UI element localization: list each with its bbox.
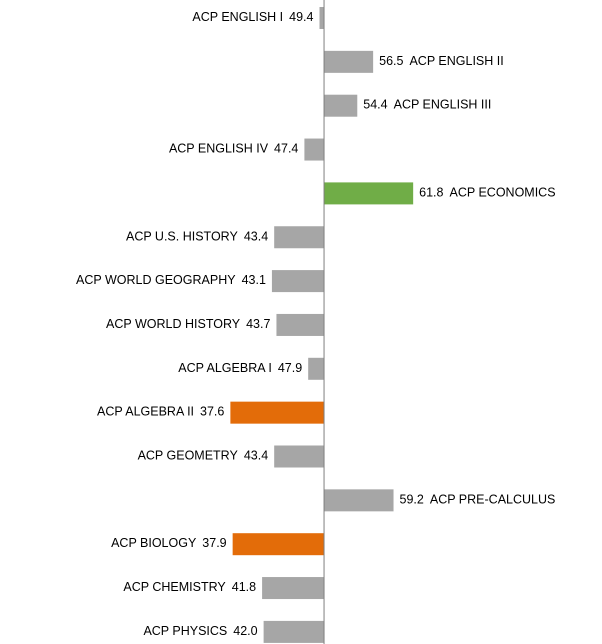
category-label: ACP PHYSICS <box>143 624 227 638</box>
bar-label: 54.4 ACP ENGLISH III <box>363 98 491 112</box>
bar-label: 59.2 ACP PRE-CALCULUS <box>400 493 556 507</box>
bar <box>230 401 325 424</box>
value-label: 47.9 <box>278 361 302 375</box>
bar-label: ACP PHYSICS 42.0 <box>143 624 257 638</box>
bar-label: 61.8 ACP ECONOMICS <box>419 186 555 200</box>
bar <box>324 182 414 205</box>
bar <box>324 50 374 73</box>
bar <box>274 445 325 468</box>
bar <box>271 270 325 293</box>
value-label: 42.0 <box>233 624 257 638</box>
bar <box>276 313 325 336</box>
category-label: ACP CHEMISTRY <box>123 580 226 594</box>
bar-label: ACP U.S. HISTORY 43.4 <box>126 230 268 244</box>
value-label: 59.2 <box>400 493 424 507</box>
bar <box>304 138 325 161</box>
bar <box>308 357 325 380</box>
value-label: 37.6 <box>200 405 224 419</box>
bar-label: ACP ALGEBRA I 47.9 <box>178 361 302 375</box>
category-label: ACP GEOMETRY <box>138 449 239 463</box>
category-label: ACP ECONOMICS <box>450 186 556 200</box>
value-label: 56.5 <box>379 54 403 68</box>
category-label: ACP ALGEBRA I <box>178 361 272 375</box>
category-label: ACP WORLD HISTORY <box>106 317 241 331</box>
category-label: ACP ENGLISH IV <box>169 142 269 156</box>
bar-label: ACP ALGEBRA II 37.6 <box>97 405 224 419</box>
bar <box>274 226 325 249</box>
value-label: 54.4 <box>363 98 387 112</box>
bar-label: ACP BIOLOGY 37.9 <box>111 536 227 550</box>
bar-label: ACP GEOMETRY 43.4 <box>138 449 269 463</box>
value-label: 47.4 <box>274 142 298 156</box>
value-label: 43.7 <box>246 317 270 331</box>
category-label: ACP ENGLISH III <box>394 98 492 112</box>
category-label: ACP WORLD GEOGRAPHY <box>76 273 236 287</box>
bar <box>324 489 394 512</box>
value-label: 37.9 <box>202 536 226 550</box>
bar-label: ACP CHEMISTRY 41.8 <box>123 580 256 594</box>
bar-label: 56.5 ACP ENGLISH II <box>379 54 504 68</box>
value-label: 43.1 <box>242 273 266 287</box>
value-label: 41.8 <box>232 580 256 594</box>
bar-label: ACP ENGLISH I 49.4 <box>192 10 313 24</box>
bar-label: ACP ENGLISH IV 47.4 <box>169 142 298 156</box>
category-label: ACP U.S. HISTORY <box>126 230 239 244</box>
value-label: 43.4 <box>244 449 268 463</box>
bar <box>319 7 325 29</box>
category-label: ACP ENGLISH II <box>409 54 503 68</box>
bar <box>232 533 325 556</box>
bar-label: ACP WORLD HISTORY 43.7 <box>106 317 270 331</box>
bar <box>324 94 358 117</box>
category-label: ACP PRE-CALCULUS <box>430 493 556 507</box>
category-label: ACP BIOLOGY <box>111 536 197 550</box>
category-label: ACP ALGEBRA II <box>97 405 194 419</box>
bar <box>262 577 325 600</box>
value-label: 43.4 <box>244 230 268 244</box>
category-label: ACP ENGLISH I <box>192 10 283 24</box>
value-label: 49.4 <box>289 10 313 24</box>
value-label: 61.8 <box>419 186 443 200</box>
bar-label: ACP WORLD GEOGRAPHY 43.1 <box>76 273 266 287</box>
bar <box>263 620 325 643</box>
